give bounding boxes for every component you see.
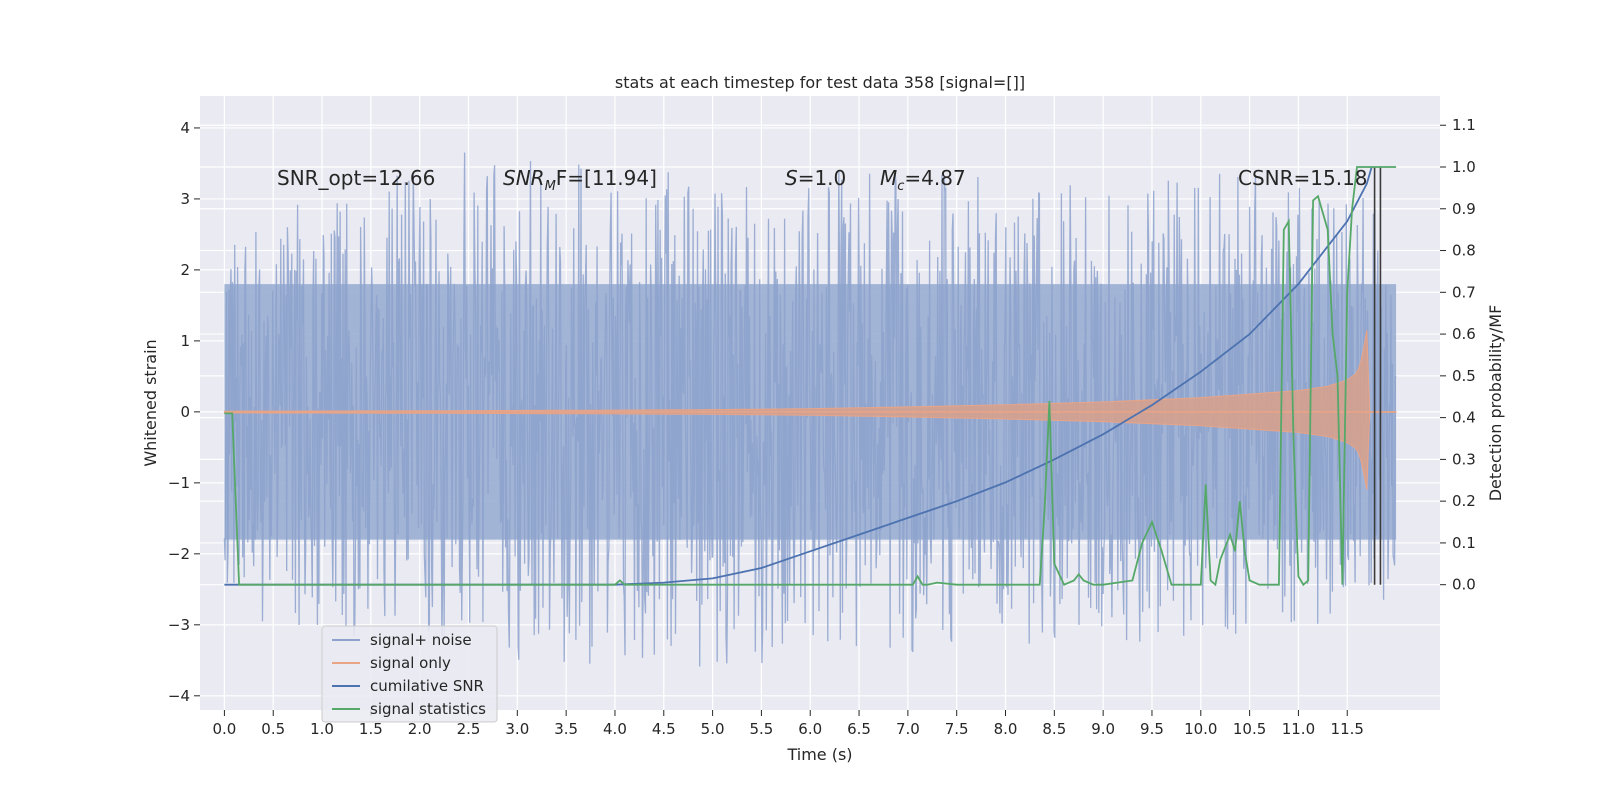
x-tick-label: 2.5 xyxy=(457,720,481,738)
x-tick-label: 11.5 xyxy=(1331,720,1364,738)
chart-title: stats at each timestep for test data 358… xyxy=(615,73,1025,92)
y-tick-label-left: 1 xyxy=(180,332,190,350)
y-tick-label-right: 1.0 xyxy=(1452,158,1476,176)
annotation-csnr: CSNR=15.18 xyxy=(1238,166,1368,190)
annotation-s-val: =1.0 xyxy=(798,166,847,190)
cumilative-snr-line xyxy=(224,166,1373,586)
y-axis-label-left: Whitened strain xyxy=(141,339,160,466)
x-tick-label: 10.5 xyxy=(1233,720,1266,738)
x-tick-label: 0.0 xyxy=(212,720,236,738)
annotation-mc-val: =4.87 xyxy=(904,166,965,190)
y-tick-label-left: 3 xyxy=(180,190,190,208)
legend: signal+ noise signal only cumilative SNR si… xyxy=(321,625,498,723)
y-tick-label-right: 0.8 xyxy=(1452,242,1476,260)
series-signal-statistics xyxy=(224,166,1397,587)
x-tick-label: 3.5 xyxy=(554,720,578,738)
annotation-s-var: S xyxy=(785,166,798,190)
annotation-s: S=1.0 xyxy=(785,166,846,190)
axes: 0.0 0.5 1.0 1.5 2.0 2.5 3.0 3.5 4.0 4.5 5.0 5.5 6.0 6… xyxy=(168,116,1476,738)
y-tick-label-right: 1.1 xyxy=(1452,116,1476,134)
x-tick-label: 4.5 xyxy=(652,720,676,738)
y-axis-label-right: Detection probability/MF xyxy=(1486,305,1505,502)
annotation-snr-mf: SNRMF=[11.94] xyxy=(503,166,657,194)
x-tick-label: 10.0 xyxy=(1184,720,1217,738)
annotation-snr-mf-sub: M xyxy=(545,179,556,194)
vertical-markers xyxy=(1373,167,1382,585)
y-tick-label-right: 0.5 xyxy=(1452,367,1476,385)
x-tick-label: 0.5 xyxy=(261,720,285,738)
y-tick-label-left: −1 xyxy=(168,474,190,492)
y-tick-label-right: 0.3 xyxy=(1452,450,1476,468)
y-tick-label-left: 2 xyxy=(180,261,190,279)
y-tick-label-left: −4 xyxy=(168,687,190,705)
annotation-mc: Mc=4.87 xyxy=(880,166,966,194)
y-tick-label-right: 0.2 xyxy=(1452,492,1476,510)
signal-statistics-line xyxy=(224,166,1397,587)
y-tick-label-right: 0.0 xyxy=(1452,576,1476,594)
y-tick-label-left: 0 xyxy=(180,403,190,421)
legend-label: cumilative SNR xyxy=(370,677,484,695)
annotation-snr-mf-tail: F=[11.94] xyxy=(556,166,657,190)
x-tick-label: 1.5 xyxy=(359,720,383,738)
annotation-mc-sub: c xyxy=(897,179,904,194)
y-tick-label-right: 0.6 xyxy=(1452,325,1476,343)
x-tick-label: 11.0 xyxy=(1282,720,1315,738)
signal-only-envelope xyxy=(223,330,1397,490)
x-tick-label: 9.0 xyxy=(1091,720,1115,738)
series-cumilative-snr xyxy=(224,166,1373,586)
annotation-mc-var: M xyxy=(880,166,897,190)
x-tick-label: 6.0 xyxy=(798,720,822,738)
annotations: SNR_opt=12.66 SNRMF=[11.94] S=1.0 Mc=4.8… xyxy=(277,166,1368,194)
x-tick-label: 8.0 xyxy=(994,720,1018,738)
y-tick-label-left: −3 xyxy=(168,616,190,634)
x-tick-label: 3.0 xyxy=(505,720,529,738)
y-tick-label-right: 0.9 xyxy=(1452,200,1476,218)
x-tick-label: 4.0 xyxy=(603,720,627,738)
x-tick-label: 2.0 xyxy=(408,720,432,738)
legend-label: signal only xyxy=(370,654,451,672)
legend-label: signal statistics xyxy=(370,700,486,718)
x-tick-label: 7.5 xyxy=(945,720,969,738)
y-tick-label-left: −2 xyxy=(168,545,190,563)
x-tick-label: 5.5 xyxy=(749,720,773,738)
legend-label: signal+ noise xyxy=(370,631,472,649)
legend-box xyxy=(321,625,498,723)
x-tick-label: 7.0 xyxy=(896,720,920,738)
y-tick-label-right: 0.7 xyxy=(1452,283,1476,301)
x-tick-label: 6.5 xyxy=(847,720,871,738)
x-tick-label: 9.5 xyxy=(1140,720,1164,738)
x-tick-label: 1.0 xyxy=(310,720,334,738)
x-tick-label: 8.5 xyxy=(1042,720,1066,738)
annotation-snr-opt: SNR_opt=12.66 xyxy=(277,166,435,190)
x-tick-label: 5.0 xyxy=(701,720,725,738)
y-tick-label-right: 0.1 xyxy=(1452,534,1476,552)
y-tick-label-right: 0.4 xyxy=(1452,409,1476,427)
series-signal-only xyxy=(223,330,1397,490)
x-axis-label: Time (s) xyxy=(786,745,852,764)
y-tick-label-left: 4 xyxy=(180,119,190,137)
annotation-snr-mf-main: SNR xyxy=(503,166,545,190)
